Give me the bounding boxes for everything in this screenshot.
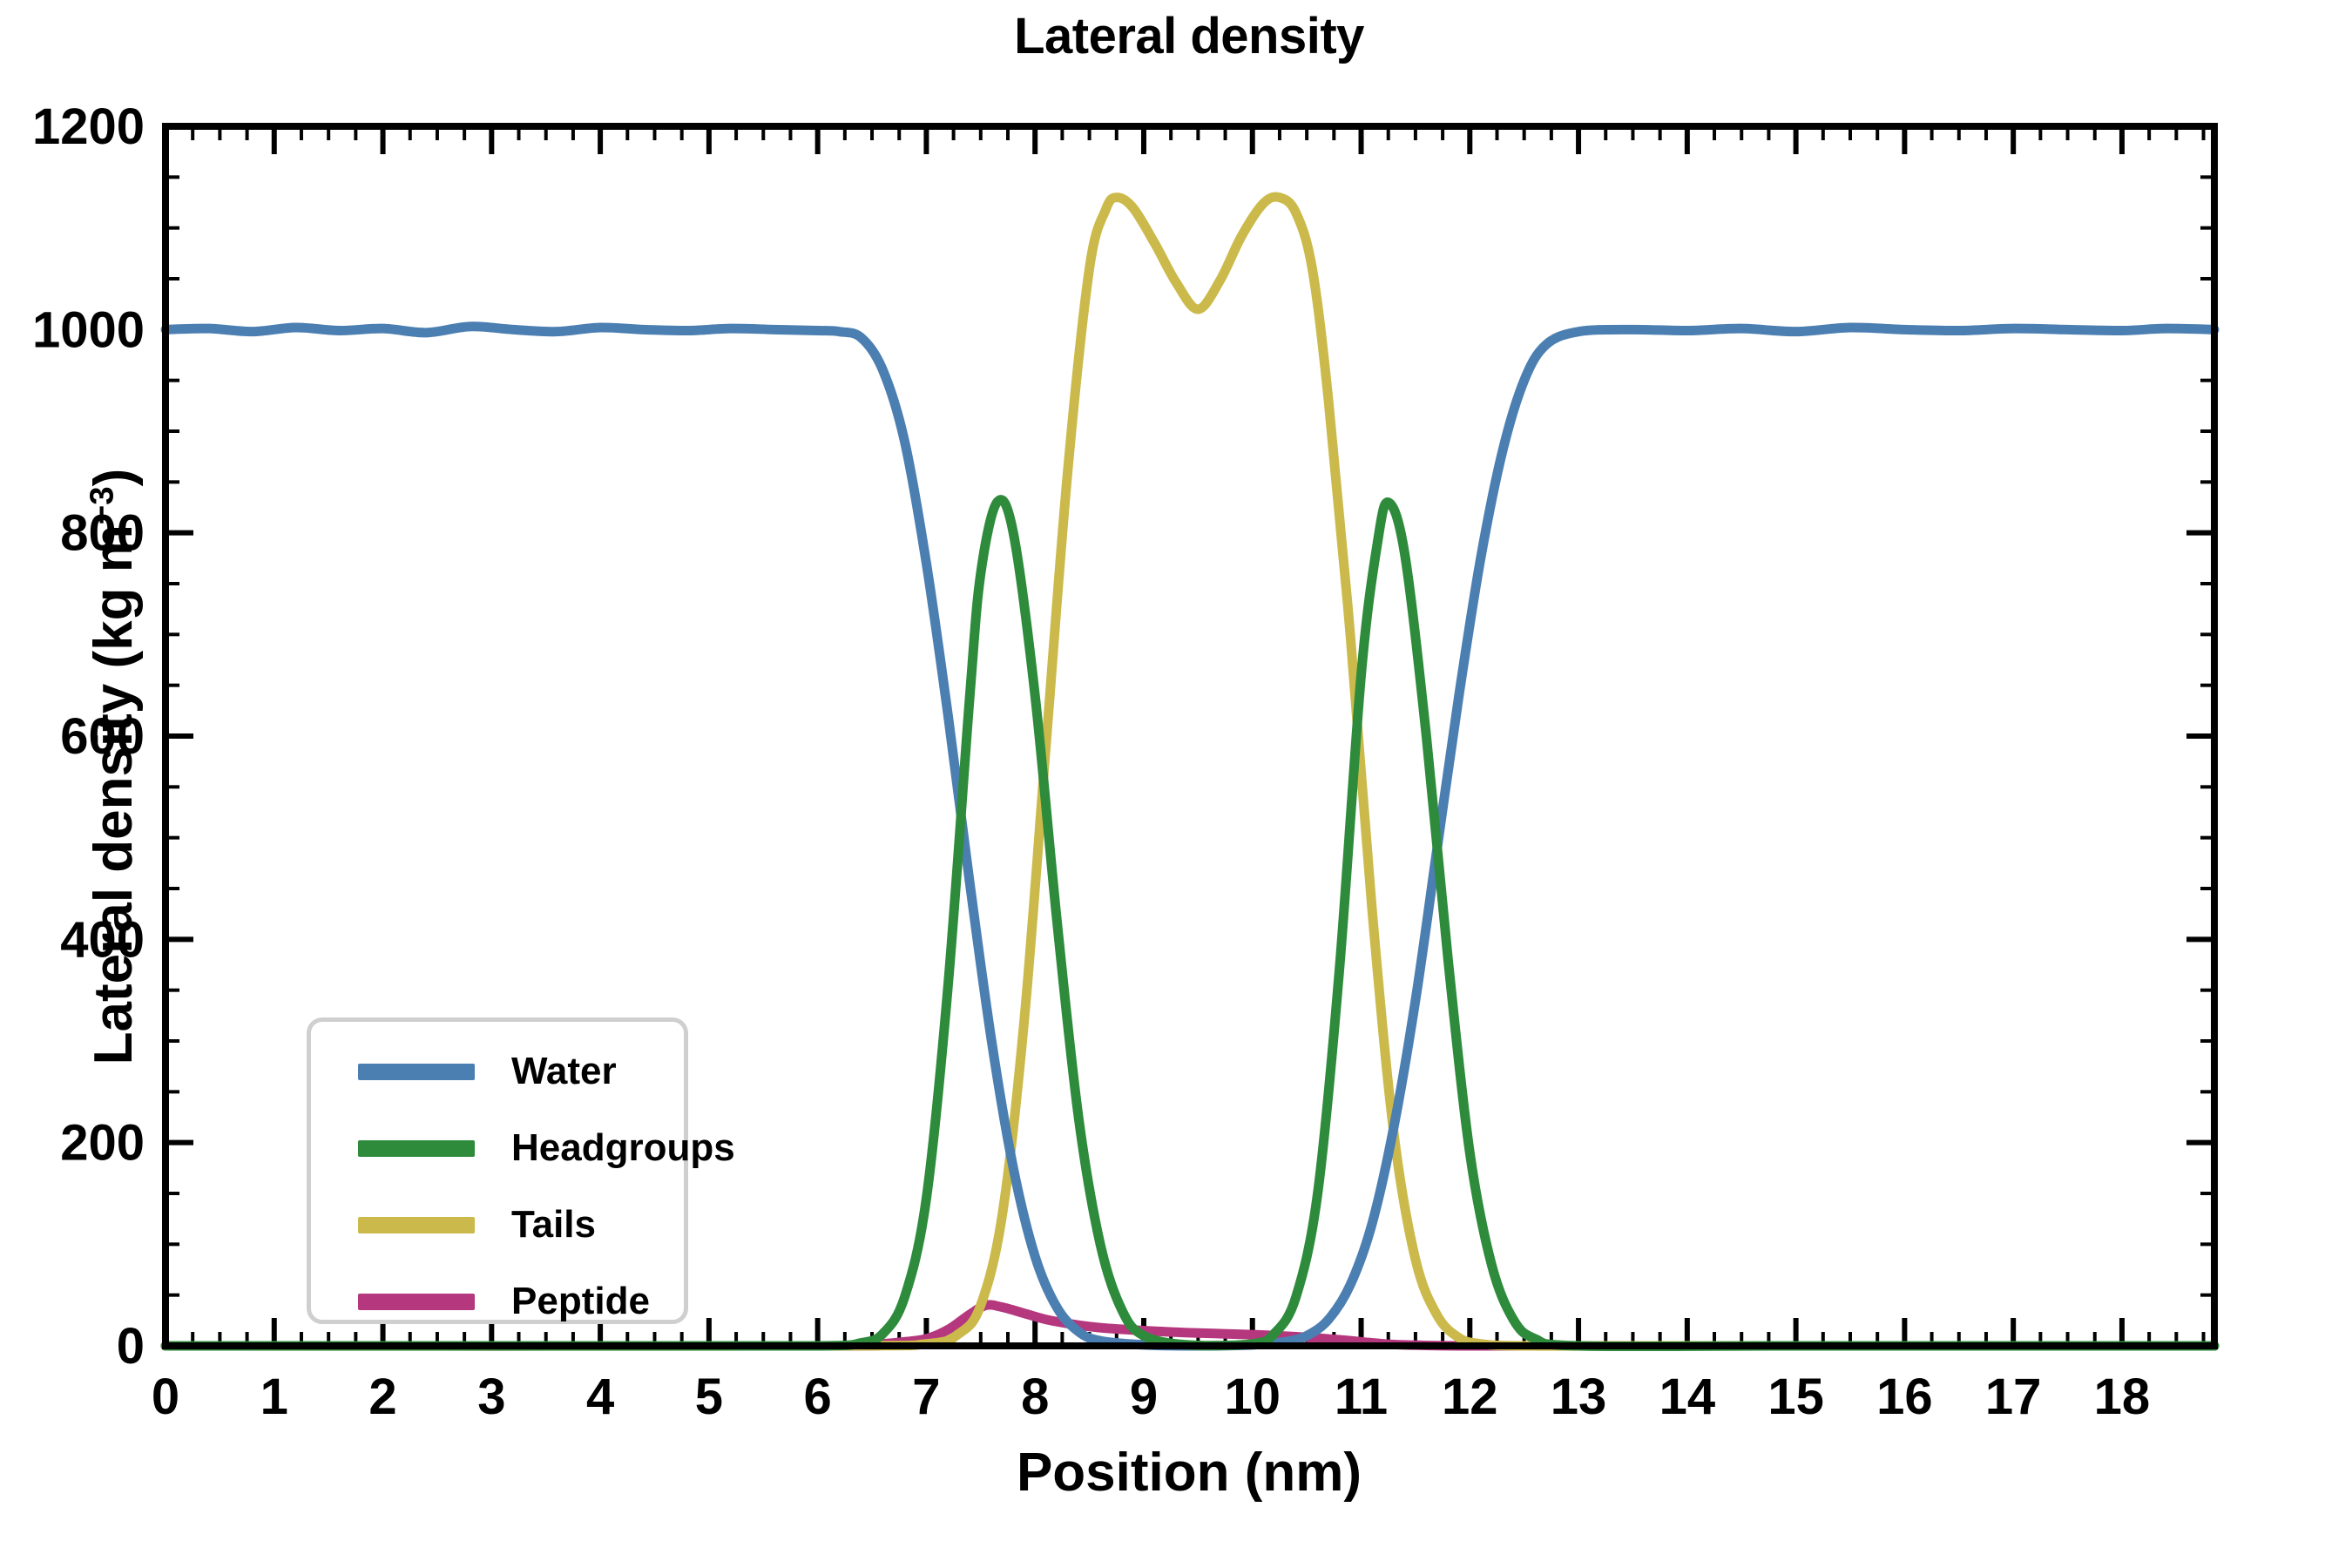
legend-swatch-tails — [358, 1216, 475, 1233]
y-tick-label: 400 — [60, 911, 145, 968]
axis-frame — [162, 123, 2218, 1349]
x-tick-label: 6 — [804, 1369, 832, 1425]
x-tick-label: 8 — [1021, 1369, 1049, 1425]
legend-label-tails: Tails — [511, 1203, 597, 1246]
legend-label-peptide: Peptide — [511, 1280, 650, 1322]
x-axis-title: Position (nm) — [1016, 1443, 1362, 1503]
x-tick-label: 4 — [586, 1369, 614, 1425]
y-tick-label: 1000 — [32, 301, 145, 358]
x-tick-label: 17 — [1985, 1369, 2042, 1425]
x-tick-label: 0 — [152, 1369, 179, 1425]
x-tick-label: 3 — [477, 1369, 505, 1425]
y-tick-label: 600 — [60, 708, 145, 765]
y-tick-label: 1200 — [32, 98, 145, 155]
x-tick-label: 13 — [1551, 1369, 1607, 1425]
x-tick-label: 10 — [1224, 1369, 1281, 1425]
legend: Water Headgroups Tails Peptide — [307, 1017, 735, 1324]
legend-swatch-headgroups — [358, 1139, 475, 1157]
x-tick-label: 5 — [695, 1369, 723, 1425]
x-tick-label: 2 — [368, 1369, 396, 1425]
legend-label-water: Water — [511, 1050, 617, 1092]
legend-item-water[interactable]: Water — [311, 1041, 684, 1102]
legend-swatch-peptide — [358, 1293, 475, 1310]
legend-label-headgroups: Headgroups — [511, 1126, 735, 1169]
series-line-tails — [160, 192, 2220, 1351]
x-tick-label: 12 — [1442, 1369, 1498, 1425]
legend-item-tails[interactable]: Tails — [311, 1194, 684, 1255]
x-tick-label: 9 — [1130, 1369, 1158, 1425]
y-tick-label: 0 — [117, 1318, 145, 1375]
x-tick-label: 18 — [2094, 1369, 2151, 1425]
x-tick-label: 11 — [1335, 1369, 1388, 1425]
chart-title: Lateral density — [1014, 8, 1364, 64]
legend-swatch-water — [358, 1063, 475, 1080]
x-tick-label: 15 — [1767, 1369, 1824, 1425]
x-tick-label: 1 — [260, 1369, 288, 1425]
legend-item-headgroups[interactable]: Headgroups — [311, 1118, 735, 1179]
x-tick-label: 14 — [1659, 1369, 1716, 1425]
y-tick-label: 200 — [60, 1115, 145, 1172]
tick-labels: 0 1 2 3 4 5 6 7 8 9 10 11 12 13 14 15 16 17 18020040060080… — [32, 98, 2150, 1425]
y-tick-label: 800 — [60, 505, 145, 562]
x-tick-label: 7 — [912, 1369, 940, 1425]
x-tick-label: 16 — [1876, 1369, 1933, 1425]
legend-item-peptide[interactable]: Peptide — [311, 1271, 684, 1332]
